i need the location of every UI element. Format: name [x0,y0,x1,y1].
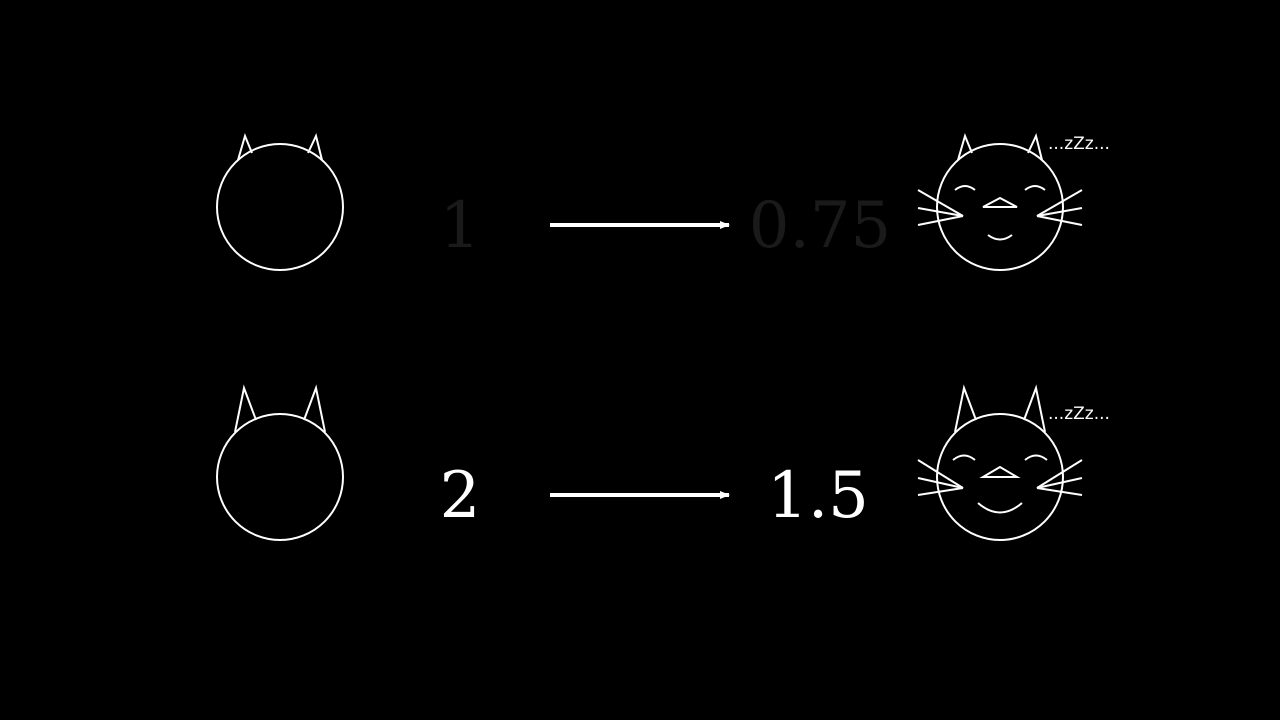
sleep-label: ...zZz... [1048,134,1110,154]
sleeping-cat-icon [917,132,1083,271]
awake-cat-icon [216,132,344,271]
input-value: 1 [440,189,481,263]
awake-cat-icon [216,384,344,541]
row-2: 2 1.5 ...zZz... [216,384,1110,541]
row-1: 1 0.75 ...zZz... [216,132,1110,271]
output-value: 1.5 [767,459,869,533]
sleeping-cat-icon [917,384,1083,541]
input-value: 2 [440,459,481,533]
sleep-label: ...zZz... [1048,404,1110,424]
output-value: 0.75 [749,189,892,263]
